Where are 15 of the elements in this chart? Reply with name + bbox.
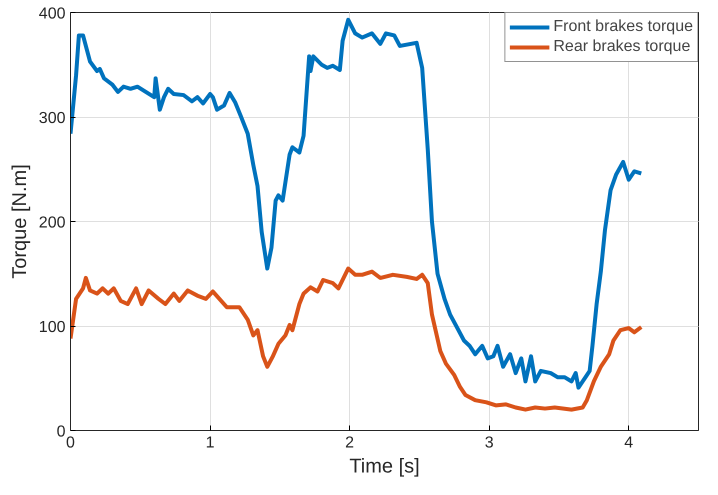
- x-tick-label: 2: [345, 434, 354, 452]
- line-series: [70, 266, 644, 412]
- x-tick-label: 4: [624, 434, 634, 452]
- y-tick-label: 0: [56, 424, 66, 440]
- y-tick-label: 100: [38, 319, 66, 336]
- x-axis-title: Time [s]: [349, 456, 420, 478]
- y-tick-label: 400: [38, 6, 66, 22]
- y-axis-title: Torque [N.m]: [8, 164, 31, 279]
- x-tick-label: 1: [206, 434, 215, 452]
- legend-label: Front brakes torque: [553, 18, 693, 36]
- y-tick-label: 200: [38, 214, 66, 232]
- line-series: [70, 18, 644, 390]
- x-tick-label: 3: [484, 434, 494, 452]
- legend-label: Rear brakes torque: [553, 38, 690, 56]
- y-tick-label: 300: [38, 110, 66, 127]
